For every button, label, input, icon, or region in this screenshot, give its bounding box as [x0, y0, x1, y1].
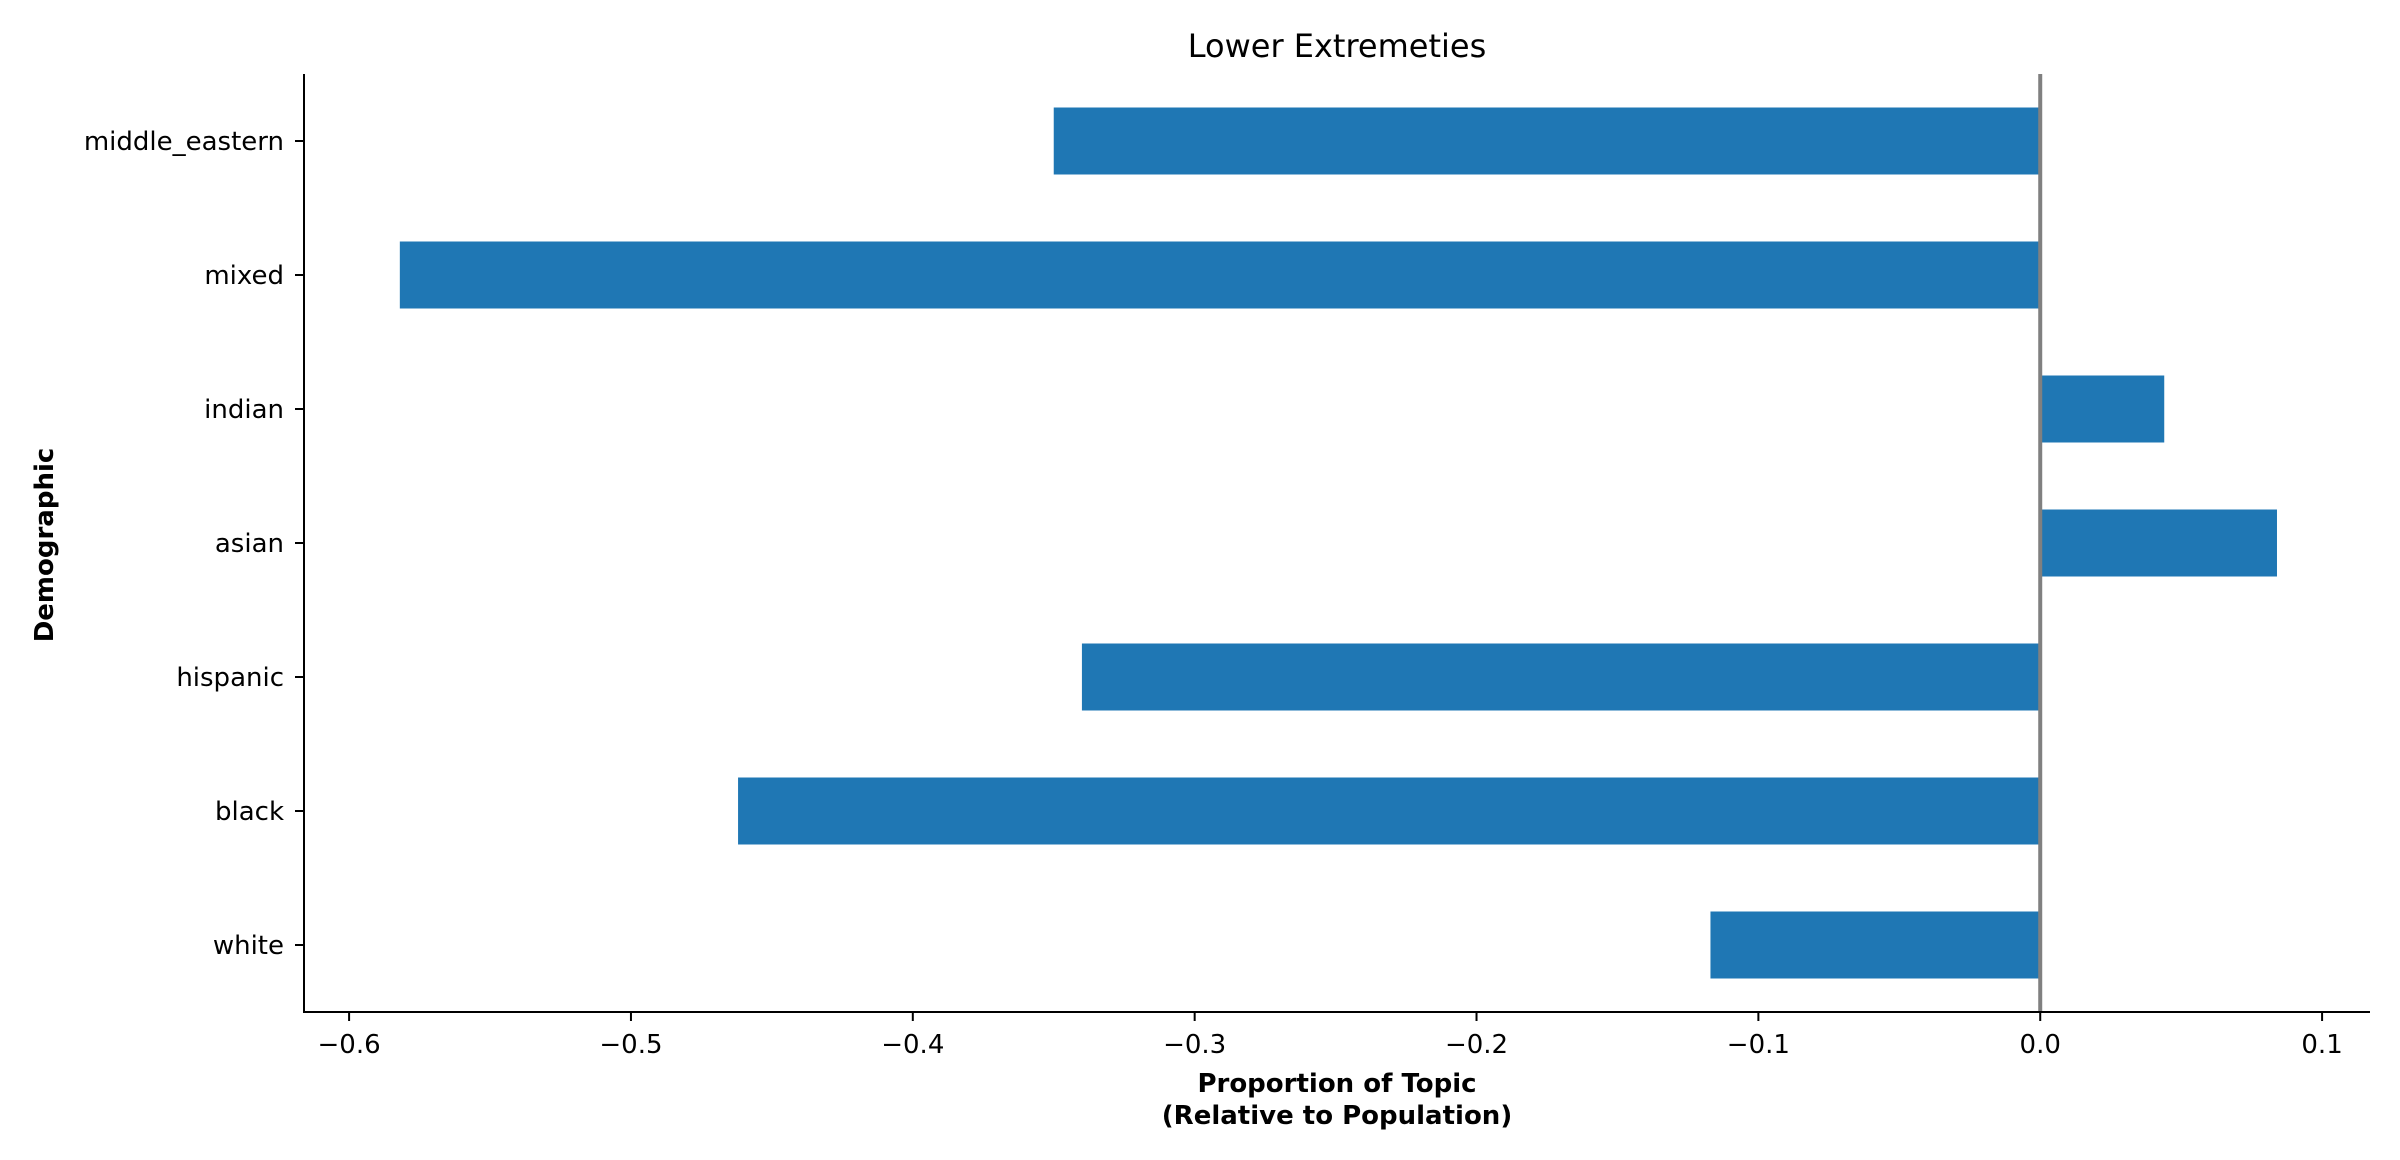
x-tick-label: −0.5 [599, 1030, 662, 1060]
y-tick-label: mixed [204, 261, 284, 291]
y-tick-label: indian [204, 395, 284, 425]
x-tick-label: −0.2 [1445, 1030, 1508, 1060]
y-tick-label: hispanic [176, 663, 284, 693]
x-axis-label-line1: Proportion of Topic [1197, 1069, 1476, 1099]
x-tick-label: 0.0 [2020, 1030, 2061, 1060]
x-tick-label: −0.3 [1163, 1030, 1226, 1060]
chart-title: Lower Extremeties [1188, 27, 1487, 65]
bar-hispanic [1081, 643, 2041, 711]
bar-middle-eastern [1053, 107, 2041, 175]
bar-mixed [399, 241, 2041, 309]
x-axis-ticks: −0.6 −0.5 −0.4 −0.3 −0.2 −0.1 0.0 0.1 [318, 1012, 2343, 1060]
y-axis-label: Demographic [30, 448, 60, 643]
bars-group [399, 107, 2277, 979]
x-tick-label: −0.4 [881, 1030, 944, 1060]
x-tick-label: 0.1 [2301, 1030, 2342, 1060]
bar-indian [2040, 375, 2165, 443]
y-tick-label: black [215, 797, 284, 827]
bar-asian [2040, 509, 2277, 577]
bar-white [1710, 911, 2041, 979]
y-tick-label: white [213, 931, 284, 961]
x-tick-label: −0.6 [318, 1030, 381, 1060]
x-axis-label-line2: (Relative to Population) [1162, 1101, 1512, 1131]
y-tick-label: middle_eastern [84, 127, 284, 157]
y-tick-label: asian [215, 529, 284, 559]
bar-black [738, 777, 2041, 845]
x-tick-label: −0.1 [1727, 1030, 1790, 1060]
